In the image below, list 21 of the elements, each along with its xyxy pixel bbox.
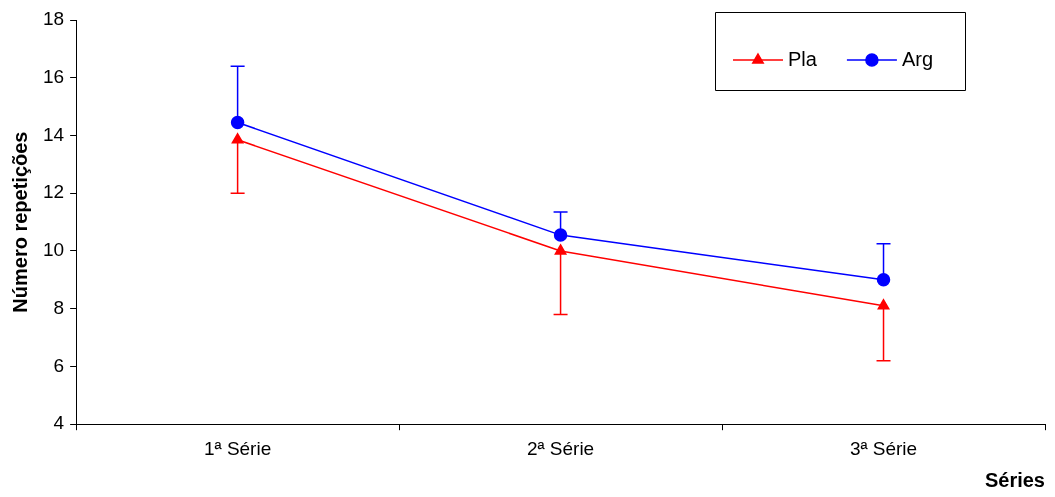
- x-tick-label: 2ª Série: [526, 437, 595, 459]
- y-tick-label: 8: [53, 296, 65, 318]
- point: [230, 115, 245, 130]
- x-axis-title: Séries: [984, 468, 1045, 491]
- legend-label: Arg: [901, 47, 934, 70]
- x-tick-label: 3ª Série: [849, 437, 918, 459]
- y-tick-label: 10: [42, 239, 65, 261]
- x-tick-label: 1ª Série: [203, 437, 272, 459]
- point: [877, 299, 890, 310]
- y-tick-label: 18: [42, 8, 65, 30]
- point: [554, 244, 567, 255]
- y-tick-label: 6: [53, 354, 65, 376]
- y-tick-label: 14: [42, 123, 65, 145]
- point: [553, 228, 568, 242]
- y-tick-label: 12: [42, 181, 65, 203]
- point: [231, 133, 244, 144]
- y-tick-label: 4: [53, 412, 65, 434]
- y-axis-title: Número repetições: [8, 131, 31, 313]
- y-tick-label: 16: [42, 65, 65, 87]
- legend-label: Pla: [788, 47, 818, 70]
- point: [876, 273, 891, 287]
